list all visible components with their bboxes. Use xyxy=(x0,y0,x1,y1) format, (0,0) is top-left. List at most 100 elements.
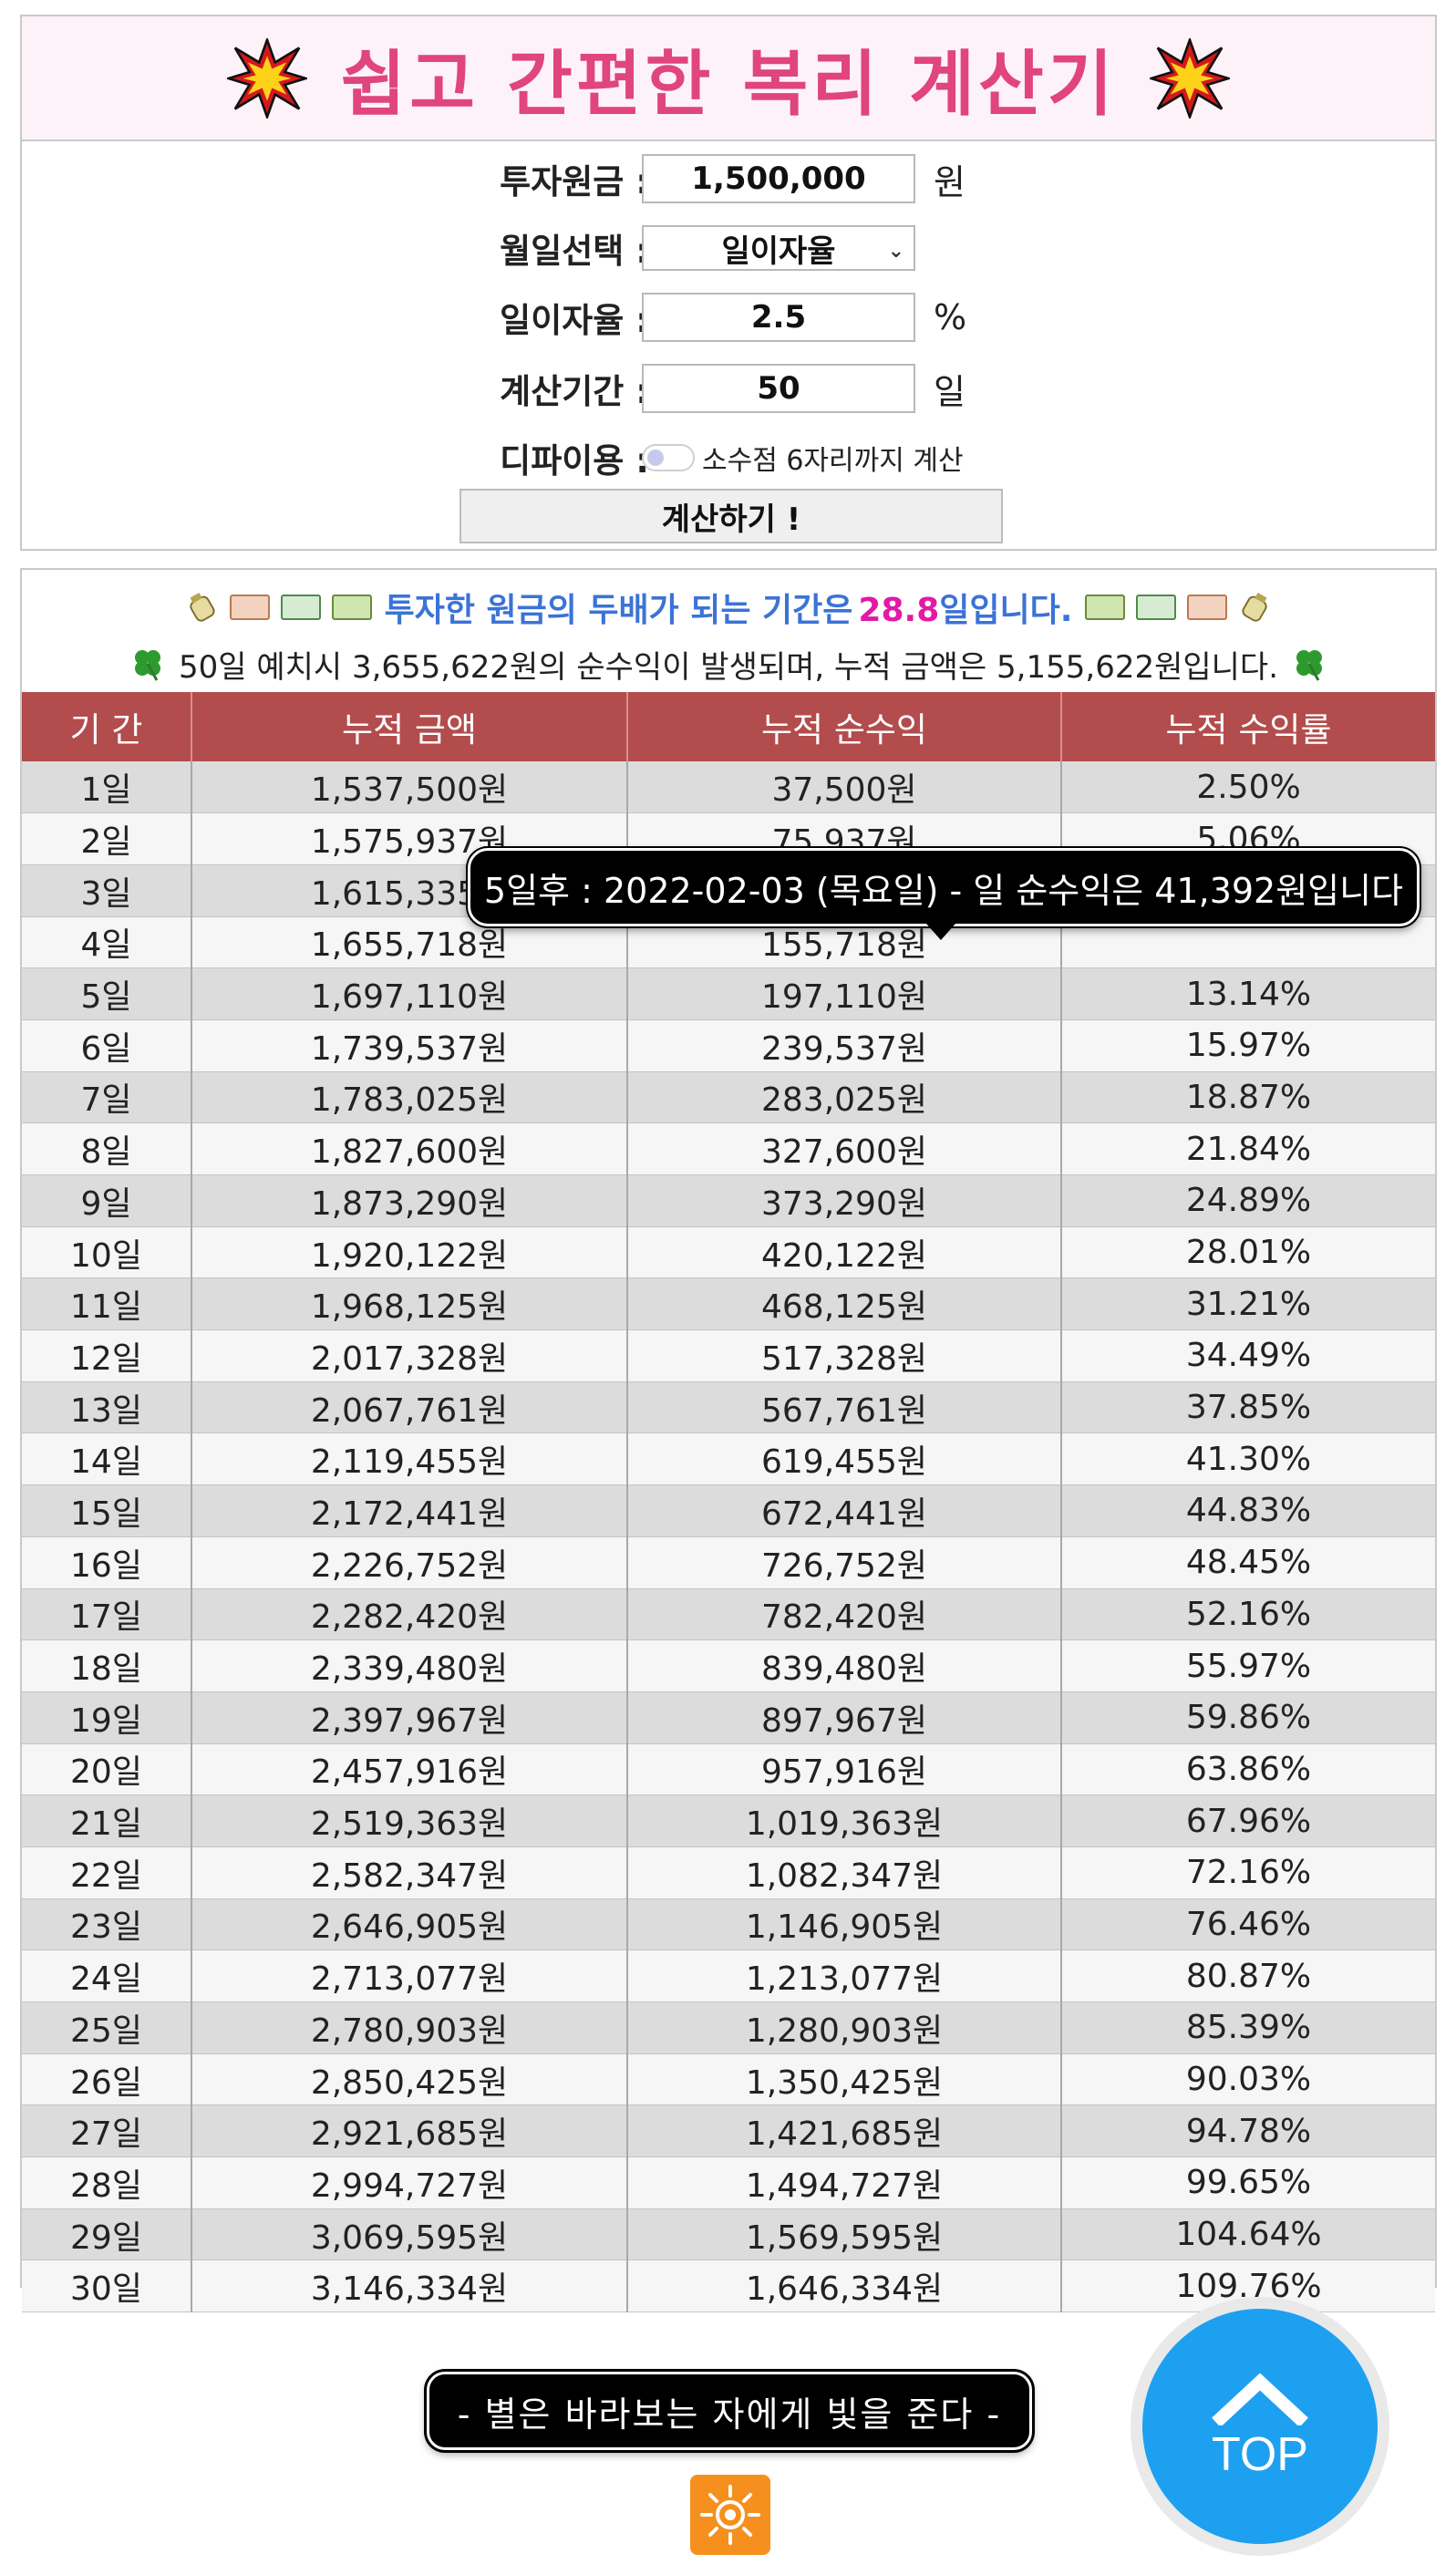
table-row[interactable]: 5일 1,697,110원 197,110원 13.14% xyxy=(22,967,1435,1020)
cell-net-profit: 197,110원 xyxy=(627,967,1062,1020)
table-row[interactable]: 22일 2,582,347원 1,082,347원 72.16% xyxy=(22,1846,1435,1899)
table-row[interactable]: 29일 3,069,595원 1,569,595원 104.64% xyxy=(22,2208,1435,2261)
cell-net-profit: 239,537원 xyxy=(627,1019,1062,1072)
row-tooltip: 5일후 : 2022-02-03 (목요일) - 일 순수익은 41,392원입… xyxy=(468,848,1420,940)
cell-accumulated-amount: 2,017,328원 xyxy=(191,1329,628,1382)
table-row[interactable]: 20일 2,457,916원 957,916원 63.86% xyxy=(22,1743,1435,1796)
dollar-bill-icon xyxy=(331,595,372,620)
table-row[interactable]: 19일 2,397,967원 897,967원 59.86% xyxy=(22,1691,1435,1744)
money-bag-icon xyxy=(189,592,215,622)
calculate-button[interactable]: 계산하기 ! xyxy=(460,489,1003,543)
table-row[interactable]: 25일 2,780,903원 1,280,903원 85.39% xyxy=(22,2001,1435,2054)
defi-toggle[interactable] xyxy=(642,444,695,471)
cell-net-profit: 468,125원 xyxy=(627,1277,1062,1331)
cell-return-rate: 55.97% xyxy=(1061,1639,1435,1692)
cell-accumulated-amount: 2,646,905원 xyxy=(191,1898,628,1951)
table-row[interactable]: 4일 1,655,718원 155,718원 xyxy=(22,916,1435,969)
table-row[interactable]: 12일 2,017,328원 517,328원 34.49% xyxy=(22,1329,1435,1382)
table-row[interactable]: 18일 2,339,480원 839,480원 55.97% xyxy=(22,1639,1435,1692)
cell-net-profit: 1,421,685원 xyxy=(627,2104,1062,2158)
cell-accumulated-amount: 2,397,967원 xyxy=(191,1691,628,1744)
header-accumulated-amount: 누적 금액 xyxy=(191,692,628,761)
cell-return-rate: 37.85% xyxy=(1061,1381,1435,1434)
table-row[interactable]: 16일 2,226,752원 726,752원 48.45% xyxy=(22,1536,1435,1589)
principal-row: 투자원금 : 1,500,000 원 xyxy=(22,151,1435,206)
table-row[interactable]: 1일 1,537,500원 37,500원 2.50% xyxy=(22,761,1435,814)
table-row[interactable]: 23일 2,646,905원 1,146,905원 76.46% xyxy=(22,1898,1435,1951)
cell-accumulated-amount: 1,827,600원 xyxy=(191,1122,628,1175)
deposit-summary: 50일 예치시 3,655,622원의 순수익이 발생되며, 누적 금액은 5,… xyxy=(22,636,1435,692)
header-return-rate: 누적 수익률 xyxy=(1061,692,1435,761)
cell-accumulated-amount: 1,920,122원 xyxy=(191,1226,628,1279)
cell-period: 25일 xyxy=(22,2001,192,2054)
result-panel: 투자한 원금의 두배가 되는 기간은 28.8일입니다. 50일 예치시 3,6… xyxy=(20,568,1437,2313)
cell-period: 14일 xyxy=(22,1432,192,1486)
cell-return-rate: 44.83% xyxy=(1061,1484,1435,1537)
footer-quote: - 별은 바라보는 자에게 빛을 준다 - xyxy=(427,2372,1032,2450)
table-row[interactable]: 13일 2,067,761원 567,761원 37.85% xyxy=(22,1381,1435,1434)
cell-net-profit: 1,082,347원 xyxy=(627,1846,1062,1899)
rate-unit: % xyxy=(934,297,967,337)
cell-accumulated-amount: 2,582,347원 xyxy=(191,1846,628,1899)
cell-return-rate: 18.87% xyxy=(1061,1071,1435,1124)
rate-label: 일이자율 : xyxy=(500,301,649,340)
table-row[interactable]: 6일 1,739,537원 239,537원 15.97% xyxy=(22,1019,1435,1072)
table-row[interactable]: 2일 1,575,937원 75,937원 5.06% xyxy=(22,812,1435,865)
cell-return-rate: 15.97% xyxy=(1061,1019,1435,1072)
cell-net-profit: 567,761원 xyxy=(627,1381,1062,1434)
table-row[interactable]: 26일 2,850,425원 1,350,425원 90.03% xyxy=(22,2053,1435,2106)
doubling-summary: 투자한 원금의 두배가 되는 기간은 28.8일입니다. xyxy=(22,579,1435,636)
table-row[interactable]: 30일 3,146,334원 1,646,334원 109.76% xyxy=(22,2260,1435,2313)
cell-return-rate: 67.96% xyxy=(1061,1794,1435,1847)
rate-input[interactable]: 2.5 xyxy=(642,293,915,342)
cell-accumulated-amount: 2,921,685원 xyxy=(191,2104,628,2158)
table-row[interactable]: 14일 2,119,455원 619,455원 41.30% xyxy=(22,1432,1435,1486)
cell-return-rate: 24.89% xyxy=(1061,1174,1435,1227)
header-period: 기 간 xyxy=(22,692,192,761)
cell-net-profit: 957,916원 xyxy=(627,1743,1062,1796)
table-row[interactable]: 17일 2,282,420원 782,420원 52.16% xyxy=(22,1588,1435,1641)
table-row[interactable]: 28일 2,994,727원 1,494,727원 99.65% xyxy=(22,2156,1435,2209)
result-table: 기 간 누적 금액 누적 순수익 누적 수익률 1일 1,537,500원 37,5… xyxy=(22,692,1435,2313)
duration-unit: 일 xyxy=(934,371,966,412)
cell-return-rate: 13.14% xyxy=(1061,967,1435,1020)
chevron-up-icon xyxy=(1212,2373,1308,2425)
cell-net-profit: 726,752원 xyxy=(627,1536,1062,1589)
table-row[interactable]: 11일 1,968,125원 468,125원 31.21% xyxy=(22,1277,1435,1331)
cell-net-profit: 1,213,077원 xyxy=(627,1949,1062,2002)
cell-net-profit: 1,146,905원 xyxy=(627,1898,1062,1951)
table-row[interactable]: 27일 2,921,685원 1,421,685원 94.78% xyxy=(22,2104,1435,2158)
cell-period: 12일 xyxy=(22,1329,192,1382)
principal-label: 투자원금 : xyxy=(500,162,649,202)
table-row[interactable]: 10일 1,920,122원 420,122원 28.01% xyxy=(22,1226,1435,1279)
cell-return-rate: 28.01% xyxy=(1061,1226,1435,1279)
cell-net-profit: 1,494,727원 xyxy=(627,2156,1062,2209)
page-title: 쉽고 간편한 복리 계산기 xyxy=(340,43,1117,126)
duration-input[interactable]: 50 xyxy=(642,364,915,413)
table-row[interactable]: 24일 2,713,077원 1,213,077원 80.87% xyxy=(22,1949,1435,2002)
summary-icons-right xyxy=(1085,590,1273,625)
table-row[interactable]: 21일 2,519,363원 1,019,363원 67.96% xyxy=(22,1794,1435,1847)
cell-period: 15일 xyxy=(22,1484,192,1537)
period-type-label: 월일선택 : xyxy=(500,232,649,271)
principal-input[interactable]: 1,500,000 xyxy=(642,154,915,203)
cell-net-profit: 897,967원 xyxy=(627,1691,1062,1744)
cell-net-profit: 373,290원 xyxy=(627,1174,1062,1227)
table-row[interactable]: 9일 1,873,290원 373,290원 24.89% xyxy=(22,1174,1435,1227)
defi-label: 디파이용 : xyxy=(500,441,649,481)
table-row[interactable]: 8일 1,827,600원 327,600원 21.84% xyxy=(22,1122,1435,1175)
cell-accumulated-amount: 2,713,077원 xyxy=(191,1949,628,2002)
euro-bill-icon xyxy=(1136,595,1177,620)
four-leaf-clover-icon xyxy=(134,650,160,681)
deposit-summary-text: 50일 예치시 3,655,622원의 순수익이 발생되며, 누적 금액은 5,… xyxy=(178,648,1279,686)
table-row[interactable]: 15일 2,172,441원 672,441원 44.83% xyxy=(22,1484,1435,1537)
table-row[interactable]: 7일 1,783,025원 283,025원 18.87% xyxy=(22,1071,1435,1124)
cell-accumulated-amount: 2,994,727원 xyxy=(191,2156,628,2209)
cell-period: 29일 xyxy=(22,2208,192,2261)
cell-accumulated-amount: 1,873,290원 xyxy=(191,1174,628,1227)
scroll-top-button[interactable]: TOP xyxy=(1131,2297,1389,2556)
period-type-select[interactable]: 일이자율 ⌄ xyxy=(642,225,915,271)
cell-return-rate: 99.65% xyxy=(1061,2156,1435,2209)
cell-period: 18일 xyxy=(22,1639,192,1692)
cell-accumulated-amount: 2,519,363원 xyxy=(191,1794,628,1847)
